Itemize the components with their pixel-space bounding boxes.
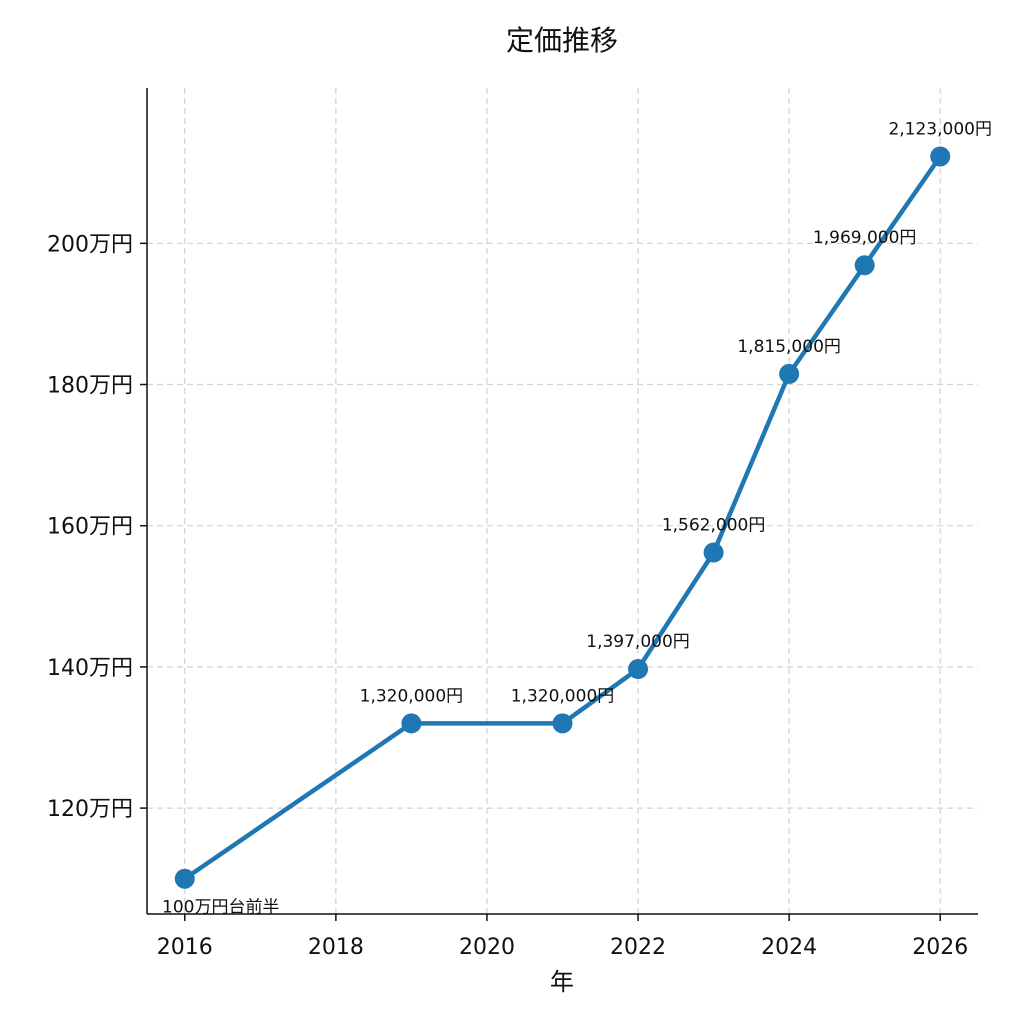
- data-point: [779, 363, 800, 384]
- series-line: [183, 155, 943, 881]
- data-label: 1,562,000円: [662, 516, 766, 536]
- data-label: 100万円台前半: [162, 898, 279, 918]
- data-point: [552, 713, 573, 734]
- data-label: 1,320,000円: [360, 686, 464, 706]
- data-point: [854, 255, 875, 276]
- tick-layer: 2016 2018 2020 2022 2024 2026 120万円 140万円 160万円 1…: [47, 232, 968, 960]
- data-point: [628, 659, 649, 680]
- data-point: [401, 713, 422, 734]
- data-label: 1,397,000円: [586, 632, 690, 652]
- data-label: 1,969,000円: [813, 228, 917, 248]
- data-label: 1,320,000円: [511, 686, 615, 706]
- chart-title: 定価推移: [506, 24, 618, 57]
- x-tick-label: 2020: [459, 935, 515, 960]
- x-axis-label: 年: [550, 968, 574, 996]
- y-tick-label: 160万円: [47, 515, 133, 540]
- y-tick-label: 120万円: [47, 797, 133, 822]
- data-label: 1,815,000円: [737, 337, 841, 357]
- data-label: 2,123,000円: [888, 119, 992, 139]
- data-point: [174, 868, 195, 889]
- x-tick-label: 2024: [761, 935, 817, 960]
- grid-layer: [147, 88, 978, 914]
- x-tick-label: 2016: [157, 935, 213, 960]
- data-point: [930, 146, 951, 167]
- x-tick-label: 2018: [308, 935, 364, 960]
- data-point: [703, 542, 724, 563]
- series-layer: [174, 146, 951, 889]
- data-label-layer: 100万円台前半 1,320,000円 1,320,000円 1,397,000円 1,…: [162, 119, 992, 917]
- x-tick-label: 2022: [610, 935, 666, 960]
- axis-layer: [146, 88, 978, 915]
- x-tick-label: 2026: [912, 935, 968, 960]
- y-tick-label: 180万円: [47, 374, 133, 399]
- y-tick-label: 200万円: [47, 232, 133, 257]
- y-tick-label: 140万円: [47, 656, 133, 681]
